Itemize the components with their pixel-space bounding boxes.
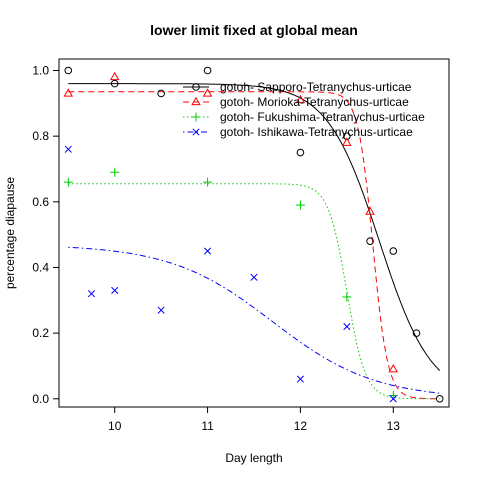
data-point bbox=[203, 66, 212, 75]
data-point bbox=[388, 364, 399, 373]
legend-label: gotoh- Ishikawa-Tetranychus-urticae bbox=[220, 125, 413, 139]
data-point bbox=[109, 71, 120, 81]
data-point bbox=[192, 128, 200, 136]
x-tick-label: 12 bbox=[294, 419, 308, 433]
data-point bbox=[191, 112, 201, 122]
y-axis-label: percentage diapause bbox=[3, 177, 17, 289]
x-tick-label: 11 bbox=[201, 419, 214, 433]
data-point bbox=[157, 89, 165, 98]
y-tick-label: 1.0 bbox=[32, 63, 49, 77]
data-point bbox=[63, 88, 74, 97]
chart-title: lower limit fixed at global mean bbox=[150, 22, 358, 38]
data-point bbox=[111, 286, 119, 295]
y-tick-label: 0.2 bbox=[32, 326, 49, 340]
data-point bbox=[295, 94, 306, 104]
y-tick-label: 0.0 bbox=[32, 392, 49, 406]
data-point bbox=[64, 66, 73, 75]
data-point bbox=[191, 96, 201, 106]
legend-label: gotoh- Morioka-Tetranychus-urticae bbox=[220, 95, 409, 109]
x-tick-label: 10 bbox=[108, 419, 122, 433]
data-point bbox=[295, 200, 305, 210]
data-point bbox=[389, 395, 397, 403]
data-point bbox=[203, 177, 213, 187]
fit-curve bbox=[68, 246, 440, 394]
data-point bbox=[342, 137, 352, 146]
fit-curve bbox=[68, 91, 440, 400]
data-point bbox=[110, 167, 120, 177]
y-tick-label: 0.6 bbox=[32, 195, 49, 209]
data-point bbox=[204, 247, 212, 255]
data-point bbox=[342, 292, 352, 302]
plot-frame bbox=[58, 58, 450, 408]
fit-curves bbox=[68, 83, 441, 400]
data-point bbox=[63, 177, 73, 187]
y-axis: 0.0 0.2 0.4 0.6 0.8 1.0 bbox=[32, 63, 59, 406]
x-axis-label: Day length bbox=[225, 451, 282, 465]
fit-curve bbox=[68, 183, 440, 400]
data-point bbox=[366, 237, 374, 246]
data-point bbox=[87, 290, 96, 298]
data-point bbox=[296, 375, 304, 383]
data-point bbox=[202, 88, 213, 97]
data-point bbox=[365, 206, 375, 215]
x-tick-label: 13 bbox=[387, 419, 401, 433]
fit-curve bbox=[68, 83, 441, 371]
data-point bbox=[110, 79, 119, 88]
data-point bbox=[64, 145, 72, 153]
x-axis: 10 11 12 13 bbox=[108, 407, 400, 433]
legend-label: gotoh- Fukushima-Tetranychus-urticae bbox=[220, 110, 425, 124]
data-point bbox=[250, 273, 258, 281]
data-point bbox=[412, 329, 421, 337]
data-point bbox=[296, 148, 305, 157]
data-point bbox=[343, 323, 351, 331]
data-point bbox=[389, 247, 398, 255]
data-point bbox=[435, 394, 444, 403]
data-point bbox=[192, 83, 200, 91]
y-tick-label: 0.4 bbox=[32, 260, 49, 274]
y-tick-label: 0.8 bbox=[32, 129, 49, 143]
data-points bbox=[63, 66, 444, 403]
legend-label: gotoh- Sapporo-Tetranychus-urticae bbox=[220, 80, 412, 94]
legend: gotoh- Sapporo-Tetranychus-urticaegotoh-… bbox=[183, 80, 425, 139]
data-point bbox=[157, 306, 165, 314]
